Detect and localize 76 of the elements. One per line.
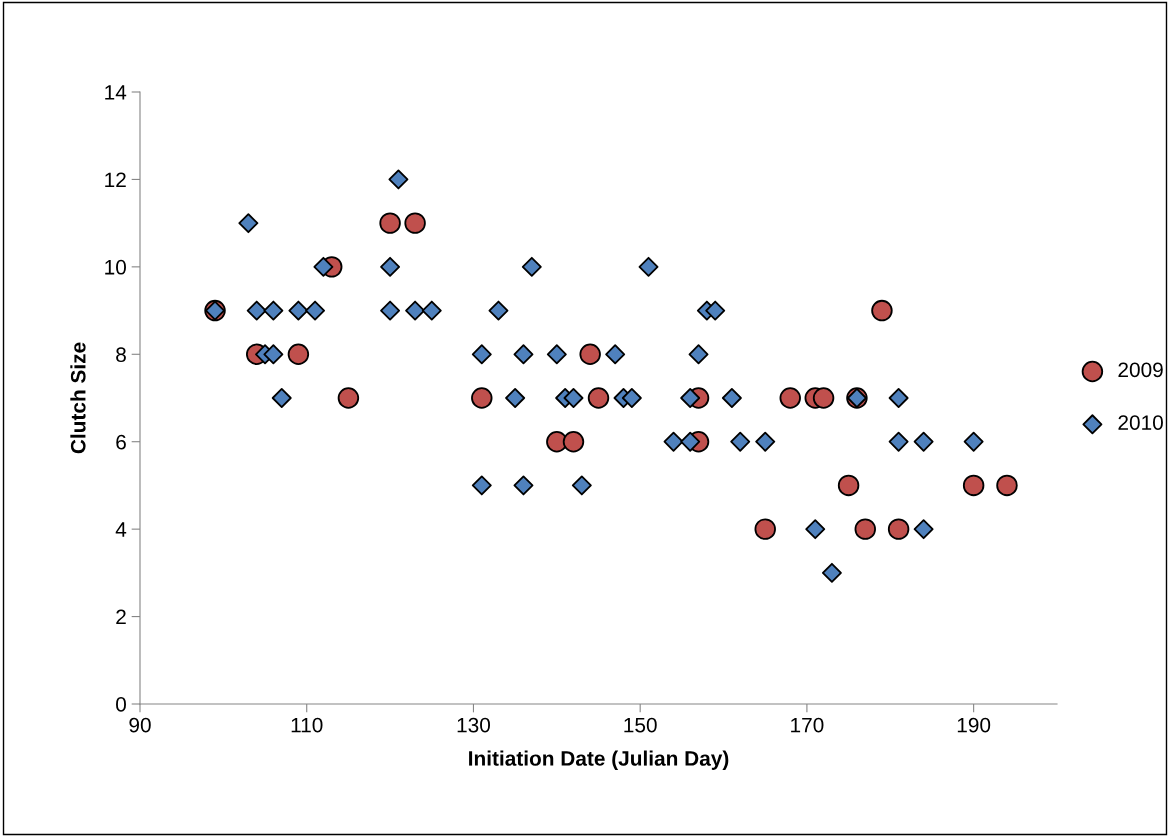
point <box>821 562 842 583</box>
point <box>996 474 1018 497</box>
point <box>305 300 326 321</box>
point <box>546 344 567 365</box>
y-tick-label: 2 <box>116 609 126 625</box>
x-tick-label: 150 <box>624 717 657 733</box>
point <box>471 344 492 365</box>
point <box>521 256 542 277</box>
x-axis-title: Initiation Date (Julian Day) <box>469 750 729 770</box>
point <box>754 518 776 540</box>
point <box>587 387 610 409</box>
point <box>605 344 626 365</box>
point <box>913 519 934 540</box>
point <box>513 475 534 496</box>
point <box>263 344 284 365</box>
point <box>471 475 492 496</box>
point <box>405 300 426 321</box>
point <box>888 431 909 452</box>
x-tick-label: 90 <box>129 717 151 733</box>
point <box>805 519 826 540</box>
point <box>288 300 309 321</box>
point <box>887 518 910 540</box>
point <box>779 387 801 409</box>
point <box>721 388 742 408</box>
x-tick-label: 110 <box>291 717 323 733</box>
point <box>563 388 584 408</box>
y-tick-label: 8 <box>116 347 126 363</box>
x-tick-label: 170 <box>791 717 824 733</box>
legend-label: 2009 <box>1118 362 1163 378</box>
point <box>680 431 701 452</box>
point <box>680 388 701 408</box>
y-tick-label: 4 <box>115 522 127 537</box>
point <box>404 212 426 234</box>
y-axis-title: Clutch Size <box>70 342 86 454</box>
point <box>837 474 860 497</box>
point <box>513 344 534 365</box>
y-tick-label: 10 <box>105 259 126 275</box>
point <box>562 430 585 453</box>
point <box>812 387 835 409</box>
point <box>287 343 310 366</box>
point <box>505 388 526 408</box>
point <box>238 213 259 234</box>
point <box>913 431 934 452</box>
point <box>488 300 509 321</box>
point <box>663 431 684 452</box>
point <box>379 212 401 234</box>
point <box>638 256 659 277</box>
point <box>963 431 984 452</box>
point <box>313 256 334 277</box>
point <box>388 169 409 190</box>
point <box>380 256 401 277</box>
point <box>246 300 267 321</box>
point <box>380 300 401 321</box>
point <box>579 343 601 366</box>
point <box>621 388 642 408</box>
point <box>337 387 360 409</box>
x-tick-label: 130 <box>457 717 491 733</box>
point <box>571 475 592 496</box>
point <box>688 344 709 365</box>
point <box>962 474 985 497</box>
point <box>888 388 909 408</box>
point <box>871 299 893 322</box>
x-tick-label: 190 <box>957 717 991 733</box>
point <box>263 300 284 321</box>
y-tick-label: 6 <box>116 434 126 450</box>
point <box>471 387 493 409</box>
y-tick-label: 0 <box>116 697 126 712</box>
point <box>854 518 876 540</box>
point <box>755 431 776 452</box>
y-tick-label: 14 <box>105 85 127 100</box>
point <box>271 388 292 408</box>
point <box>730 431 751 452</box>
point <box>705 300 726 321</box>
y-tick-label: 12 <box>105 172 126 187</box>
point <box>421 300 442 321</box>
legend-label: 2010 <box>1118 415 1163 430</box>
